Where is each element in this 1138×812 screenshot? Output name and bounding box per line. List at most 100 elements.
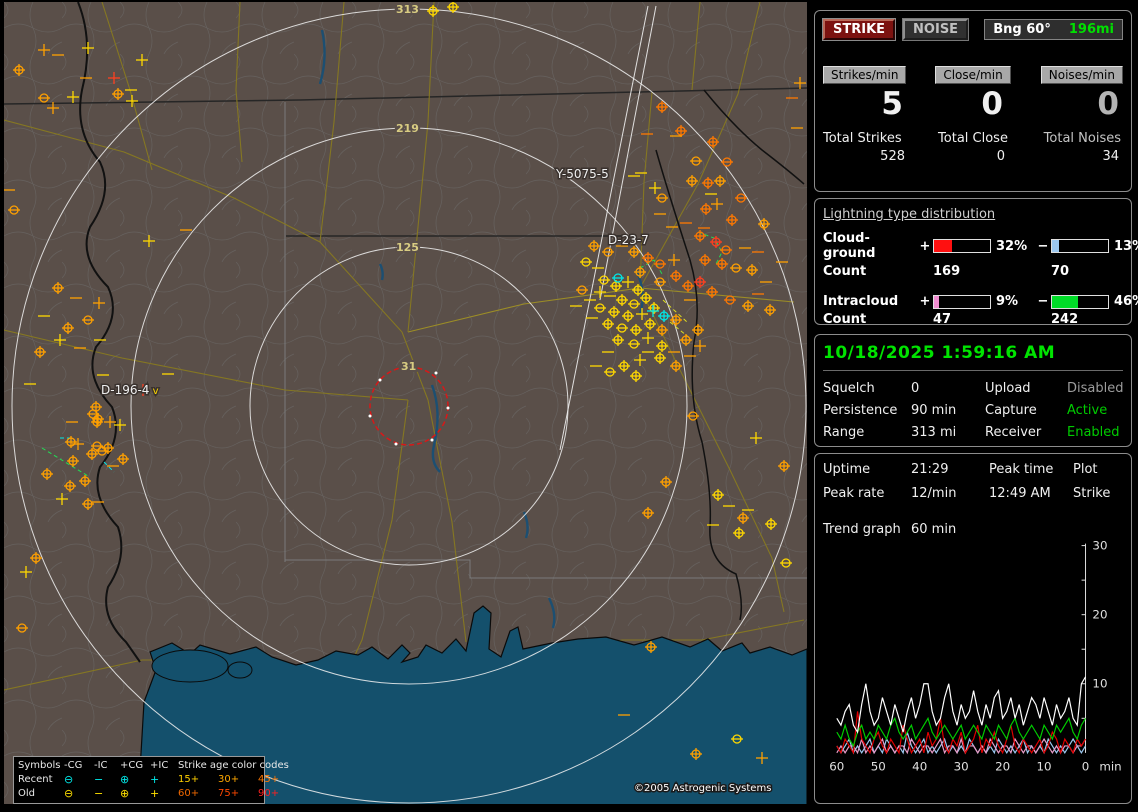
receiver-label: Receiver [985, 425, 1042, 440]
peak-time-label: Peak time [989, 462, 1054, 477]
strike-symbol-cp [62, 322, 74, 334]
upload-status: Disabled [1067, 381, 1124, 396]
capture-status: Active [1067, 403, 1108, 418]
ring-label-125: 125 [396, 241, 419, 254]
strike-symbol-cm [616, 323, 628, 333]
legend-cell: 45+ [258, 774, 280, 785]
legend-cell: + [150, 773, 160, 786]
noise-button[interactable]: NOISE [903, 19, 969, 40]
total-noises-label: Total Noises [1043, 131, 1121, 146]
peak-rate-value: 12/min [911, 486, 957, 501]
capture-label: Capture [985, 403, 1037, 418]
strike-symbol-cp [658, 310, 670, 322]
strike-button[interactable]: STRIKE [823, 19, 896, 40]
strike-symbol-cp [34, 346, 46, 358]
legend-cell: Strike age color codes [178, 760, 289, 771]
ic-count-label: Count [823, 312, 867, 327]
trend-graph-label: Trend graph [823, 522, 901, 537]
x-tick-label: 10 [1037, 760, 1052, 774]
legend-cell: ⊖ [64, 773, 74, 786]
strike-symbol-cp [670, 360, 682, 372]
noises-per-min-chip[interactable]: Noises/min [1040, 66, 1123, 84]
cg-minus-bar [1051, 239, 1109, 253]
strike-symbol-cm [38, 93, 50, 103]
peak-rate-label: Peak rate [823, 486, 885, 501]
ic-plus-bar [933, 294, 991, 309]
state-borders-gray [284, 102, 807, 579]
strike-symbol-cp [640, 292, 652, 304]
distribution-panel: Lightning type distribution Cloud-ground… [814, 198, 1138, 327]
ring-dot [368, 414, 372, 418]
strike-symbol-cp [765, 518, 777, 530]
close-per-min-chip[interactable]: Close/min [935, 66, 1011, 84]
strike-symbol-p [143, 235, 155, 247]
lightning-map[interactable]: 313 219 125 31 Y-5075-5 D-23-7 D-196-4 v ©2005 … [4, 2, 807, 804]
ic-minus-bar [1051, 294, 1109, 309]
chattahoochee-river [655, 89, 805, 621]
strike-symbol-cm [721, 157, 733, 167]
strike-symbol-p [136, 54, 148, 66]
strikes-per-min-chip[interactable]: Strikes/min [823, 66, 907, 84]
strike-symbol-p [38, 44, 50, 56]
strike-symbol-p [668, 254, 680, 266]
ic-minus-count: 242 [1051, 312, 1079, 327]
x-tick-label: 20 [995, 760, 1010, 774]
strike-symbol-cp [648, 302, 660, 314]
ring-label-219: 219 [396, 122, 419, 135]
strike-symbol-cm [730, 263, 742, 273]
strike-symbol-cp [654, 352, 666, 364]
strike-symbol-cp [588, 240, 600, 252]
strike-symbol-cp [602, 318, 614, 330]
legend-cell: + [150, 787, 160, 800]
strike-symbol-cp [706, 286, 718, 298]
legend-cell: 15+ [178, 774, 200, 785]
strike-symbol-cp [112, 88, 124, 100]
bearing-lines [559, 5, 657, 451]
strike-symbol-cp [692, 324, 704, 336]
state-borders [4, 87, 807, 237]
storm-cell-outline [639, 259, 663, 275]
strike-symbol-cp [67, 455, 79, 467]
strike-symbol-p [649, 182, 661, 194]
trend-series-cg_plus [836, 711, 1087, 755]
persistence-label: Persistence [823, 403, 898, 418]
strike-symbol-p [594, 286, 606, 298]
uptime-value: 21:29 [911, 462, 949, 477]
legend-cell: Recent [18, 774, 53, 785]
x-tick-label: 40 [912, 760, 927, 774]
strike-symbol-cp [714, 175, 726, 187]
legend-cell: − [94, 773, 104, 786]
strike-symbol-cm [654, 277, 666, 287]
legend-cell: 90+ [258, 788, 280, 799]
legend-cell: +CG [120, 760, 144, 771]
trend-series-cg_minus_close [836, 731, 1087, 755]
x-tick-label: 30 [954, 760, 969, 774]
strike-symbol-cm [96, 446, 108, 456]
strike-symbol-p [114, 419, 126, 431]
strike-symbol-cp [642, 507, 654, 519]
strike-symbol-p [54, 334, 66, 346]
strike-symbol-p [104, 416, 116, 428]
legend-cell: +IC [150, 760, 169, 771]
map-legend: Symbols -CG -IC +CG +IC Strike age color code… [13, 756, 289, 804]
strike-symbol-cp [634, 266, 646, 278]
y-tick-label: 10 [1092, 677, 1107, 691]
ring-dot [407, 365, 411, 369]
strike-symbol-cp [680, 334, 692, 346]
strike-symbol-cp [694, 276, 706, 288]
legend-cell: Old [18, 788, 35, 799]
trend-series-ic_plus [836, 736, 1087, 755]
strike-symbol-cp [30, 552, 42, 564]
ring-label-313: 313 [396, 3, 419, 16]
copyright: ©2005 Astrogenic Systems [634, 783, 771, 794]
total-close-value: 0 [996, 149, 1005, 164]
noises-per-min-value: 0 [1097, 86, 1119, 122]
strike-symbol-p [642, 332, 654, 344]
strike-symbol-p [47, 102, 59, 114]
cg-count-label: Count [823, 264, 867, 279]
strike-symbol-cm [91, 441, 103, 451]
x-tick-label: 0 [1082, 760, 1090, 774]
minus-sign: − [1037, 238, 1049, 254]
strike-symbol-cp [427, 5, 439, 17]
strike-symbol-p [72, 438, 84, 450]
